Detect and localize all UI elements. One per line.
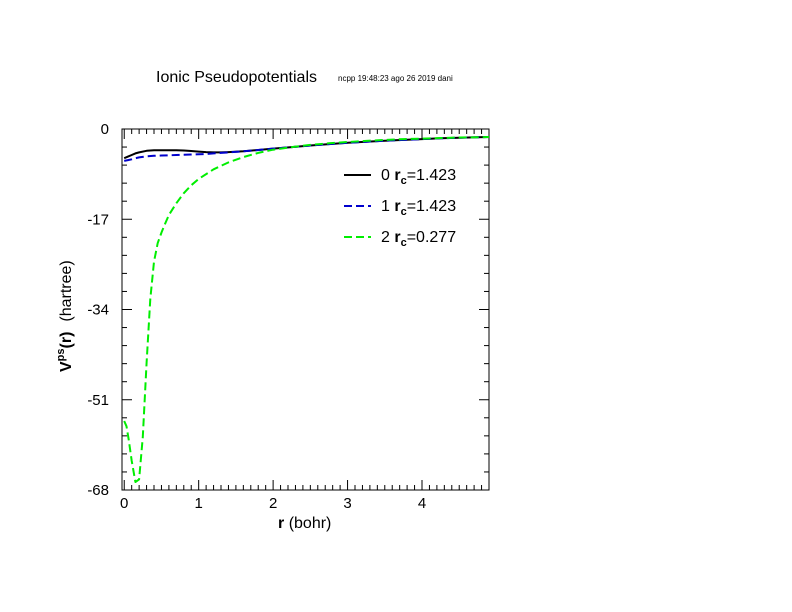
x-tick-label: 1 — [195, 495, 203, 512]
x-tick-label: 2 — [269, 495, 277, 512]
legend-label-1: 1 rc=1.423 — [381, 198, 456, 218]
y-tick-label: -51 — [87, 392, 109, 409]
x-tick-label: 4 — [418, 495, 426, 512]
y-axis-label: Vps(r)(hartree) — [55, 260, 75, 372]
series-line-1 — [123, 136, 490, 162]
y-tick-label: -34 — [87, 302, 109, 319]
y-tick-label: 0 — [101, 121, 109, 138]
x-tick-label: 0 — [120, 495, 128, 512]
legend-label-0: 0 rc=1.423 — [381, 167, 456, 187]
chart-title: Ionic Pseudopotentials — [156, 69, 317, 86]
axis-ticks — [122, 128, 490, 491]
axis-tick-labels: 0 1 2 3 4 0 -17 -34 -51 -68 — [87, 121, 426, 512]
svg-text:Vps(r)(hartree): Vps(r)(hartree) — [55, 260, 75, 372]
x-tick-label: 3 — [343, 495, 351, 512]
x-axis-label: r (bohr) — [278, 515, 331, 532]
legend: 0 rc=1.423 1 rc=1.423 2 rc=0.277 — [344, 167, 456, 249]
chart-stamp: ncpp 19:48:23 ago 26 2019 dani — [338, 74, 453, 83]
series-curves — [123, 136, 490, 483]
y-tick-label: -17 — [87, 211, 109, 228]
y-tick-label: -68 — [87, 482, 109, 499]
legend-label-2: 2 rc=0.277 — [381, 229, 456, 249]
series-line-2 — [123, 136, 490, 483]
